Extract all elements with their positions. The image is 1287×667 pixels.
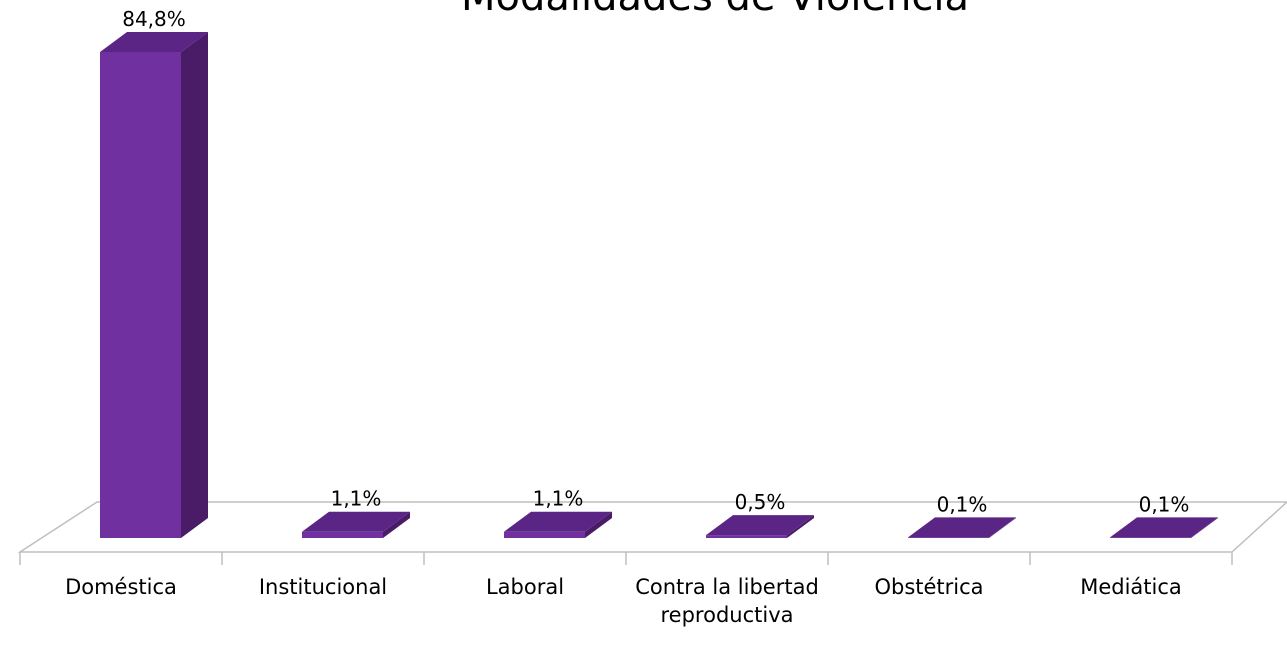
x-tick-label: Doméstica [65, 575, 177, 599]
x-tick-label: Mediática [1080, 575, 1182, 599]
chart-title: Modalidades de Violencia [461, 0, 969, 20]
value-label: 1,1% [331, 487, 382, 511]
floor [17, 501, 1287, 553]
value-label: 0,1% [1139, 492, 1190, 516]
bar [1110, 517, 1218, 538]
bar-front [908, 537, 989, 538]
bar-side [989, 517, 1016, 538]
value-label: 0,5% [735, 490, 786, 514]
bar-side [1191, 517, 1218, 538]
value-label: 0,1% [937, 492, 988, 516]
bar-front [100, 52, 181, 538]
bar-top [1110, 517, 1218, 538]
bar-side [181, 32, 208, 538]
value-label: 84,8% [122, 7, 186, 31]
bar-front [504, 531, 585, 538]
bar-side [383, 511, 410, 538]
bar [706, 515, 814, 538]
bar-front [302, 531, 383, 538]
bar [908, 517, 1016, 538]
x-tick-label: Institucional [258, 575, 388, 599]
bar [504, 511, 612, 538]
bar-side [787, 515, 814, 538]
bar [100, 32, 208, 538]
bar-top [504, 511, 612, 532]
bar-top [706, 515, 814, 536]
bar-front [706, 535, 787, 538]
x-tick-label: Laboral [485, 575, 565, 599]
bar-top [908, 517, 1016, 538]
x-tick-label: Contra la libertad reproductiva [635, 575, 819, 627]
x-tick-label: Obstétrica [874, 575, 984, 599]
bar-top [302, 511, 410, 532]
bar [302, 511, 410, 538]
value-label: 1,1% [533, 487, 584, 511]
bar-front [1110, 537, 1191, 538]
bar-top [100, 32, 208, 52]
bar-side [585, 511, 612, 538]
